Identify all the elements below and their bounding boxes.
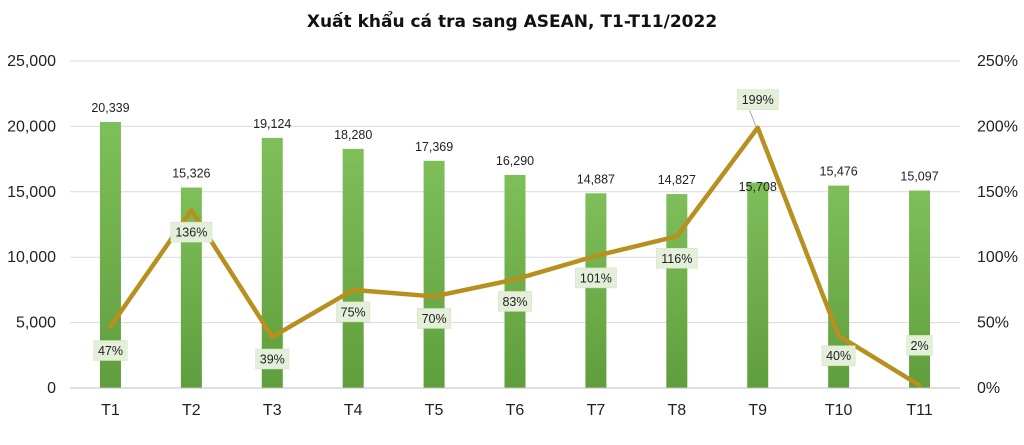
percent-label-box xyxy=(655,248,698,269)
line-point xyxy=(674,234,679,239)
line-point xyxy=(755,125,760,130)
x-tick-label: T1 xyxy=(101,402,120,419)
percent-label: 116% xyxy=(661,252,692,266)
line-point xyxy=(836,333,841,338)
line-point xyxy=(189,208,194,213)
percent-label: 136% xyxy=(175,226,207,240)
bar xyxy=(747,182,769,388)
y-left-tick-label: 0 xyxy=(47,380,56,397)
percent-label: 101% xyxy=(580,271,612,285)
bar xyxy=(342,148,364,388)
line-point xyxy=(108,324,113,329)
leader-line xyxy=(749,110,757,126)
percent-label: 39% xyxy=(260,352,285,366)
bar-value-label: 14,887 xyxy=(577,172,615,186)
y-left-tick-label: 25,000 xyxy=(7,53,56,70)
chart-title: Xuất khẩu cá tra sang ASEAN, T1-T11/2022 xyxy=(306,12,718,32)
bar xyxy=(666,194,688,388)
line-point xyxy=(513,277,517,282)
x-tick-label: T8 xyxy=(667,402,686,419)
bar-value-label: 15,097 xyxy=(900,170,938,184)
y-right-tick-label: 200% xyxy=(977,118,1018,135)
bar xyxy=(423,160,445,388)
percent-label-box xyxy=(575,267,617,289)
bar-value-label: 14,827 xyxy=(658,173,696,187)
percent-label-box xyxy=(417,308,452,329)
y-right-tick-label: 0% xyxy=(977,380,1000,397)
x-tick-label: T10 xyxy=(825,402,853,419)
percent-label-box xyxy=(336,301,371,323)
percent-label-box xyxy=(906,335,933,356)
bar-value-label: 18,280 xyxy=(334,128,372,142)
bar-value-label: 15,326 xyxy=(172,167,210,181)
percent-label: 2% xyxy=(911,339,929,353)
line-point xyxy=(270,334,275,339)
percent-label-box xyxy=(736,89,779,110)
y-right-tick-label: 100% xyxy=(977,249,1018,266)
y-right-tick-label: 250% xyxy=(977,53,1018,70)
x-tick-label: T2 xyxy=(182,402,201,419)
x-tick-label: T6 xyxy=(506,402,525,419)
percent-label: 199% xyxy=(742,93,774,107)
y-left-tick-label: 10,000 xyxy=(7,249,56,266)
line-point xyxy=(432,294,437,299)
y-left-tick-label: 15,000 xyxy=(7,184,56,201)
line-point xyxy=(593,253,598,258)
y-left-tick-label: 20,000 xyxy=(7,118,56,135)
bar-value-label: 15,476 xyxy=(820,165,858,179)
percent-label: 83% xyxy=(502,295,527,309)
bar-value-label: 20,339 xyxy=(91,101,129,115)
x-tick-label: T11 xyxy=(906,402,932,419)
x-tick-label: T4 xyxy=(344,402,363,419)
line-point xyxy=(351,287,356,292)
y-right-tick-label: 50% xyxy=(977,315,1009,332)
y-right-tick-label: 150% xyxy=(977,184,1018,201)
x-tick-label: T5 xyxy=(425,402,444,419)
bar-value-label: 16,290 xyxy=(496,154,534,168)
bar-value-label: 15,708 xyxy=(739,180,777,194)
bar-value-label: 17,369 xyxy=(415,140,453,154)
percent-label-box xyxy=(255,348,290,370)
x-tick-label: T7 xyxy=(587,402,606,419)
bar xyxy=(585,193,607,388)
percent-label: 75% xyxy=(341,305,366,319)
bar xyxy=(909,190,931,388)
bar-value-label: 19,124 xyxy=(253,117,291,131)
percent-label-box xyxy=(170,221,213,243)
x-tick-label: T9 xyxy=(748,402,767,419)
percent-label: 70% xyxy=(422,312,447,326)
y-left-tick-label: 5,000 xyxy=(16,315,56,332)
percent-label: 40% xyxy=(826,349,851,363)
percent-label-box xyxy=(821,345,856,366)
percent-label-box xyxy=(93,340,128,361)
x-tick-label: T3 xyxy=(263,402,282,419)
percent-label: 47% xyxy=(98,344,123,358)
line-point xyxy=(917,383,922,388)
percent-label-box xyxy=(498,291,532,312)
